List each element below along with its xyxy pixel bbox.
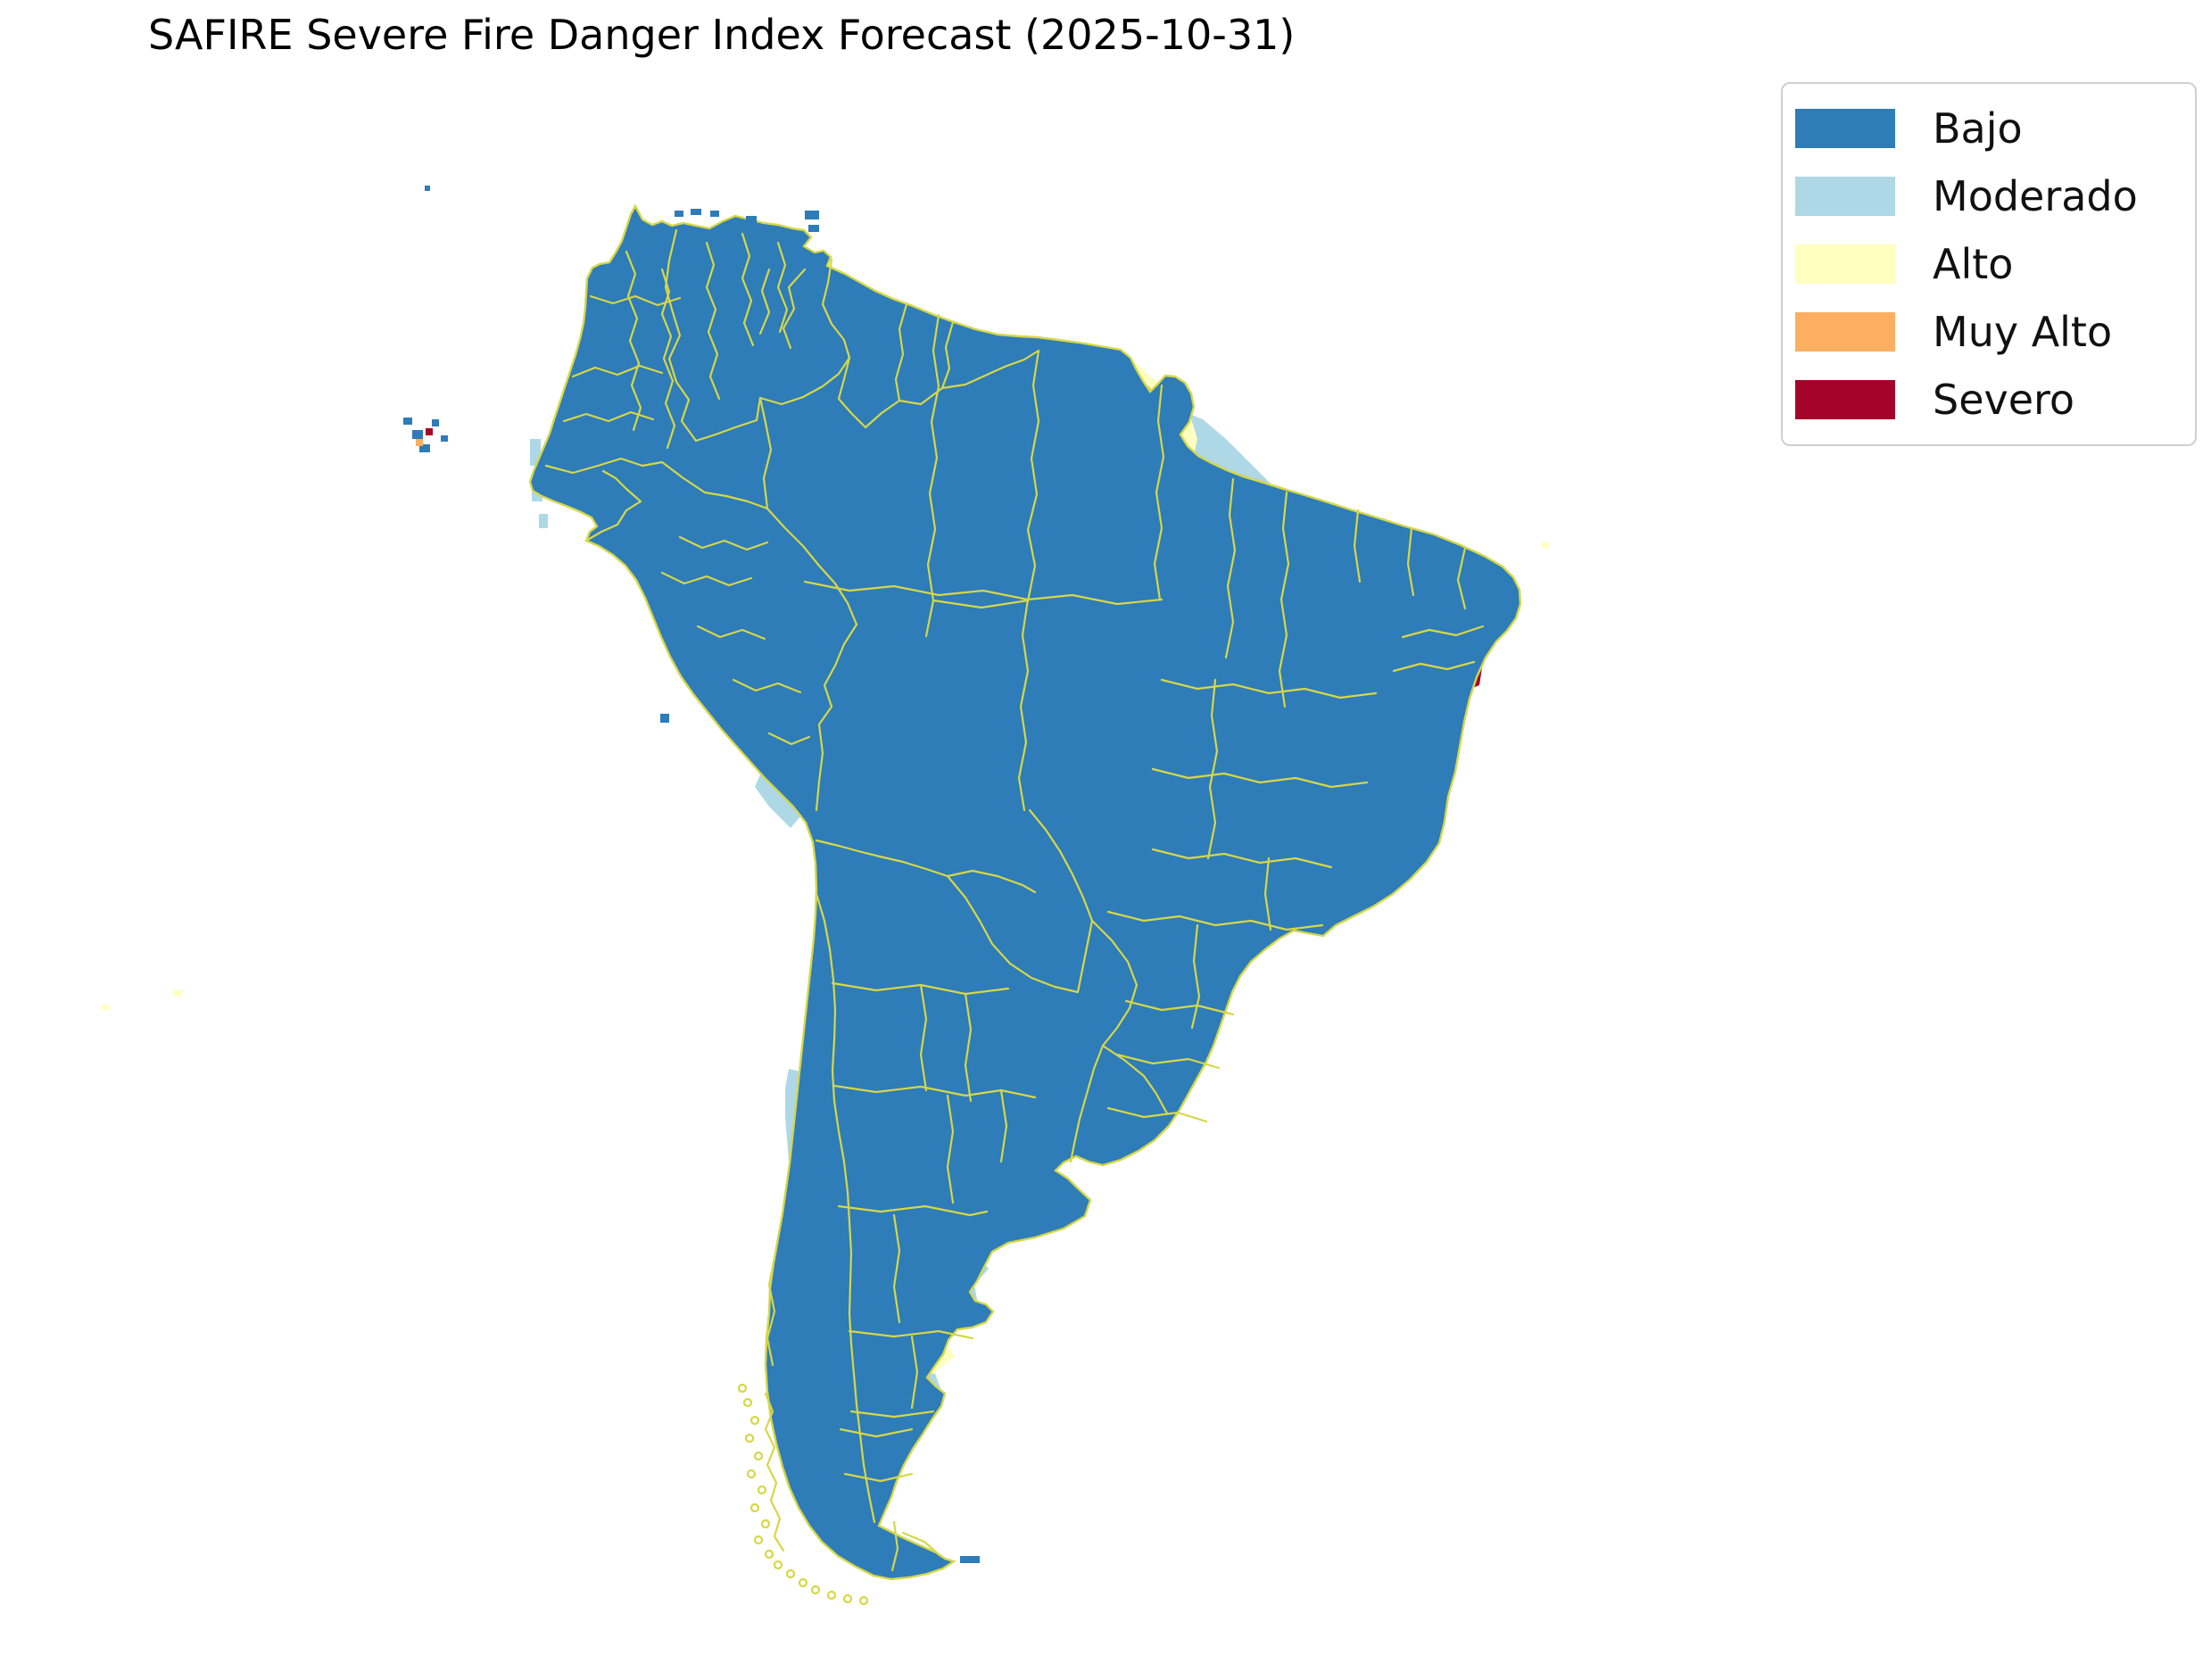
legend-swatch-bajo — [1795, 109, 1895, 148]
legend-label: Severo — [1933, 376, 2075, 424]
legend-swatch-moderado — [1795, 177, 1895, 216]
noronha-speck — [1542, 542, 1549, 548]
offshore-island-chile — [660, 714, 669, 723]
legend-label: Muy Alto — [1933, 308, 2113, 356]
admin-boundaries — [544, 228, 1485, 1606]
islands — [102, 186, 1549, 1563]
legend-row-moderado: Moderado — [1795, 175, 2177, 218]
estados-island — [960, 1556, 980, 1563]
coastline-stroke — [528, 204, 1522, 1581]
juan-fernandez-specks — [102, 990, 182, 1010]
legend-swatch-alto — [1795, 244, 1895, 284]
legend-row-alto: Alto — [1795, 243, 2177, 286]
galapagos-islands — [403, 418, 448, 452]
legend-label: Alto — [1933, 240, 2014, 288]
fjord-speckles — [737, 1383, 869, 1606]
page-title: SAFIRE Severe Fire Danger Index Forecast… — [148, 11, 1296, 59]
legend-swatch-severo — [1795, 380, 1895, 419]
legend-label: Bajo — [1933, 104, 2023, 153]
legend-swatch-muy-alto — [1795, 312, 1895, 352]
north-speck — [425, 186, 430, 191]
legend: Bajo Moderado Alto Muy Alto Severo — [1781, 82, 2197, 446]
legend-row-muy-alto: Muy Alto — [1795, 310, 2177, 353]
legend-row-severo: Severo — [1795, 378, 2177, 421]
legend-label: Moderado — [1933, 172, 2138, 220]
legend-row-bajo: Bajo — [1795, 107, 2177, 150]
caribbean-islands — [675, 209, 819, 232]
